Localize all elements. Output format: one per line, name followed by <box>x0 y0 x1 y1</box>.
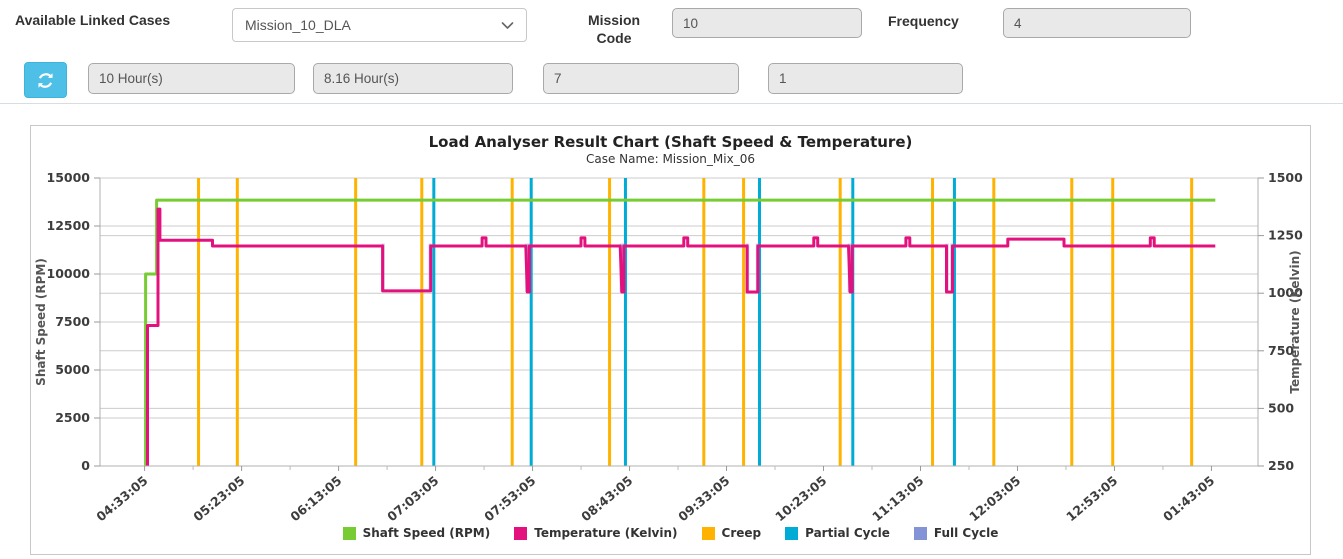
x-tick-label: 08:43:05 <box>578 473 635 524</box>
x-tick-label: 09:33:05 <box>675 473 732 524</box>
x-tick-label: 11:13:05 <box>869 473 926 524</box>
y-left-tick-label: 2500 <box>55 410 90 425</box>
y-left-tick-label: 5000 <box>55 362 90 377</box>
x-tick-label: 12:53:05 <box>1063 473 1120 524</box>
x-tick-label: 01:43:05 <box>1160 473 1217 524</box>
y-left-axis-title: Shaft Speed (RPM) <box>34 258 48 386</box>
total-duration-input[interactable] <box>88 63 295 94</box>
legend-label: Partial Cycle <box>805 526 890 540</box>
y-right-axis-title: Temperature (Kelvin) <box>1288 250 1302 393</box>
chart-canvas: 0 2500 5000 7500 10000 12500 15000 250 500 750 100… <box>34 170 1303 524</box>
frequency-input[interactable] <box>1003 8 1191 38</box>
legend-item-temperature-kelvin[interactable]: Temperature (Kelvin) <box>514 526 678 540</box>
refresh-button[interactable] <box>24 62 67 98</box>
x-tick-label: 05:23:05 <box>190 473 247 524</box>
x-tick-label: 10:23:05 <box>772 473 829 524</box>
legend-label: Shaft Speed (RPM) <box>362 526 491 540</box>
y-right-tick-label: 1000 <box>1268 285 1303 300</box>
chevron-down-icon <box>501 21 514 30</box>
mission-code-label: Mission Code <box>587 12 641 46</box>
y-right-tick-label: 1500 <box>1268 170 1303 185</box>
refresh-icon <box>36 71 55 90</box>
x-tick-label: 07:03:05 <box>384 473 441 524</box>
legend-swatch <box>785 526 799 540</box>
y-left-tick-label: 12500 <box>47 218 91 233</box>
legend-item-shaft-speed-rpm[interactable]: Shaft Speed (RPM) <box>342 526 491 540</box>
legend-swatch <box>514 526 528 540</box>
y-right-tick-label: 500 <box>1268 400 1294 415</box>
mission-code-input[interactable] <box>672 8 862 38</box>
legend-label: Temperature (Kelvin) <box>534 526 678 540</box>
y-right-tick-label: 750 <box>1268 343 1294 358</box>
chart-subtitle: Case Name: Mission_Mix_06 <box>586 152 755 166</box>
count-input-1[interactable] <box>543 63 739 94</box>
linked-case-select[interactable]: Mission_10_DLA <box>232 8 527 42</box>
count-input-2[interactable] <box>768 63 963 94</box>
legend-swatch <box>342 526 356 540</box>
linked-case-select-value: Mission_10_DLA <box>245 17 351 33</box>
available-linked-cases-label: Available Linked Cases <box>15 12 171 28</box>
y-left-tick-label: 7500 <box>55 314 90 329</box>
legend-item-partial-cycle[interactable]: Partial Cycle <box>785 526 890 540</box>
legend-item-full-cycle[interactable]: Full Cycle <box>913 526 999 540</box>
legend-item-creep[interactable]: Creep <box>701 526 762 540</box>
y-left-tick-label: 10000 <box>47 266 91 281</box>
legend-label: Creep <box>721 526 762 540</box>
x-tick-label: 07:53:05 <box>481 473 538 524</box>
chart-title: Load Analyser Result Chart (Shaft Speed … <box>428 133 913 151</box>
frequency-label: Frequency <box>888 13 959 29</box>
toolbar-divider <box>0 103 1343 104</box>
legend-swatch <box>701 526 715 540</box>
x-tick-label: 04:33:05 <box>93 473 150 524</box>
analysed-duration-input[interactable] <box>313 63 513 94</box>
x-tick-label: 06:13:05 <box>287 473 344 524</box>
series-temperature-kelvin <box>146 207 1216 466</box>
chart-legend: Shaft Speed (RPM) Temperature (Kelvin) Cre… <box>31 526 1310 540</box>
y-left-tick-label: 15000 <box>47 170 91 185</box>
y-right-tick-label: 1250 <box>1268 228 1303 243</box>
legend-swatch <box>913 526 927 540</box>
chart-panel: Load Analyser Result Chart (Shaft Speed … <box>30 125 1311 555</box>
x-tick-label: 12:03:05 <box>966 473 1023 524</box>
y-right-tick-label: 250 <box>1268 458 1294 473</box>
legend-label: Full Cycle <box>933 526 999 540</box>
y-left-tick-label: 0 <box>81 458 90 473</box>
